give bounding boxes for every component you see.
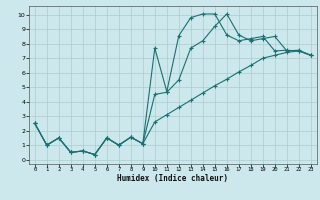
X-axis label: Humidex (Indice chaleur): Humidex (Indice chaleur) xyxy=(117,174,228,183)
